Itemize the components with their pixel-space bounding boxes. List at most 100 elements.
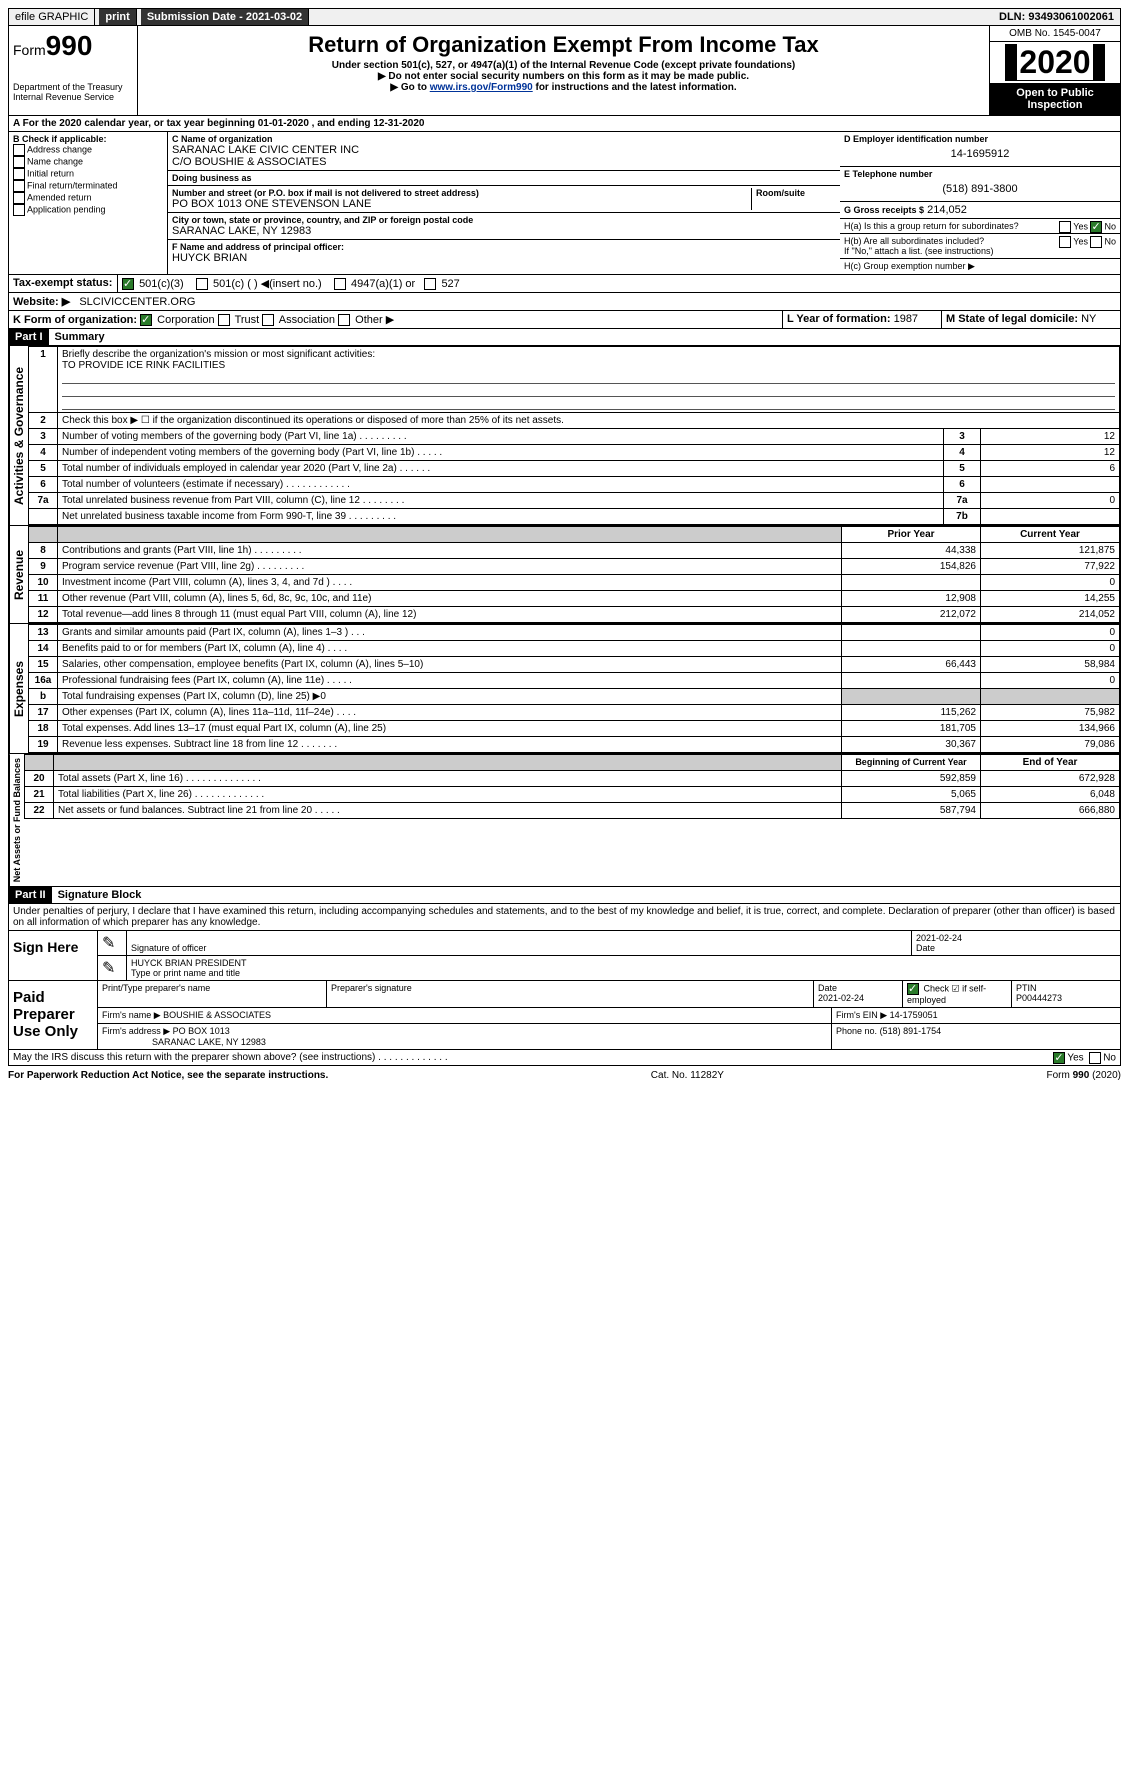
phone-value: (518) 891-3800 [844,179,1116,199]
officer-name: HUYCK BRIAN [172,252,836,264]
hb-label: H(b) Are all subordinates included? [844,236,984,246]
trust-checkbox[interactable] [218,314,230,326]
expenses-vlabel: Expenses [9,624,28,753]
sign-here-block: Sign Here ✎ Signature of officer 2021-02… [8,931,1121,981]
form-number-block: Form990 Department of the Treasury Inter… [9,26,138,115]
right-info-column: D Employer identification number 14-1695… [840,132,1120,274]
header-title-block: Return of Organization Exempt From Incom… [138,26,989,115]
m-label: M State of legal domicile: [946,313,1078,325]
paid-preparer-block: Paid Preparer Use Only Print/Type prepar… [8,981,1121,1050]
submission-date-label: Submission Date - 2021-03-02 [141,9,309,25]
note2-pre: ▶ Go to [390,82,429,93]
gross-value: 214,052 [927,204,967,216]
part1-header: Part I [9,329,49,345]
corp-checkbox[interactable] [140,314,152,326]
527-checkbox[interactable] [424,278,436,290]
e-label: E Telephone number [844,169,1116,179]
amended-checkbox[interactable] [13,192,25,204]
city-label: City or town, state or province, country… [172,215,836,225]
header-right-block: OMB No. 1545-0047 2020 Open to Public In… [989,26,1120,115]
form-org-row: K Form of organization: Corporation Trus… [8,311,1121,329]
governance-vlabel: Activities & Governance [9,346,28,525]
part2-title: Signature Block [52,887,148,903]
perjury-statement: Under penalties of perjury, I declare th… [8,904,1121,931]
address-change-checkbox[interactable] [13,144,25,156]
c-label: C Name of organization [172,134,836,144]
final-return-checkbox[interactable] [13,180,25,192]
pen-icon: ✎ [102,935,115,952]
footer-mid: Cat. No. 11282Y [651,1070,724,1081]
tax-period: A For the 2020 calendar year, or tax yea… [8,116,1121,132]
note2-post: for instructions and the latest informat… [533,82,737,93]
irs-label: Internal Revenue Service [13,92,133,102]
application-pending-checkbox[interactable] [13,204,25,216]
print-button[interactable]: print [99,9,136,25]
hc-label: H(c) Group exemption number ▶ [840,259,1120,274]
d-label: D Employer identification number [844,134,1116,144]
501c3-checkbox[interactable] [122,278,134,290]
name-change-checkbox[interactable] [13,156,25,168]
expenses-table: 13Grants and similar amounts paid (Part … [28,624,1120,753]
hb-no-checkbox[interactable] [1090,236,1102,248]
discuss-yes-checkbox[interactable] [1053,1052,1065,1064]
discuss-row: May the IRS discuss this return with the… [8,1050,1121,1066]
f-label: F Name and address of principal officer: [172,242,836,252]
open-to-public-label: Open to Public Inspection [990,83,1120,115]
ha-yes-checkbox[interactable] [1059,221,1071,233]
revenue-block: Revenue Prior YearCurrent Year 8Contribu… [8,526,1121,624]
website-row: Website: ▶ SLCIVICCENTER.ORG [8,293,1121,311]
care-of: C/O BOUSHIE & ASSOCIATES [172,156,836,168]
dept-label: Department of the Treasury [13,82,133,92]
part2-header: Part II [9,887,52,903]
tax-year: 2020 [1005,44,1104,81]
dln-label: DLN: 93493061002061 [993,9,1120,25]
net-vlabel: Net Assets or Fund Balances [9,754,24,886]
net-assets-table: Beginning of Current YearEnd of Year 20T… [24,754,1120,819]
tax-status-row: Tax-exempt status: 501(c)(3) 501(c) ( ) … [8,275,1121,293]
discuss-no-checkbox[interactable] [1089,1052,1101,1064]
form-header: Form990 Department of the Treasury Inter… [8,26,1121,116]
mission-text: TO PROVIDE ICE RINK FACILITIES [62,360,225,371]
g-label: G Gross receipts $ [844,205,924,215]
ha-no-checkbox[interactable] [1090,221,1102,233]
sign-here-label: Sign Here [9,931,98,980]
self-employed-checkbox[interactable] [907,983,919,995]
form-prefix: Form [13,42,46,58]
other-checkbox[interactable] [338,314,350,326]
part2-header-row: Part II Signature Block [8,887,1121,904]
pen-icon-2: ✎ [102,960,115,977]
form-note-1: ▶ Do not enter social security numbers o… [142,71,985,82]
hb-yes-checkbox[interactable] [1059,236,1071,248]
section-b-title: B Check if applicable: [13,134,163,144]
assoc-checkbox[interactable] [262,314,274,326]
org-name: SARANAC LAKE CIVIC CENTER INC [172,144,836,156]
form-subtitle: Under section 501(c), 527, or 4947(a)(1)… [142,60,985,71]
section-b-checkboxes: B Check if applicable: Address change Na… [9,132,168,274]
footer-right: Form 990 (2020) [1047,1070,1121,1081]
i-label: Tax-exempt status: [13,277,112,289]
expenses-block: Expenses 13Grants and similar amounts pa… [8,624,1121,754]
4947-checkbox[interactable] [334,278,346,290]
ha-label: H(a) Is this a group return for subordin… [844,221,1019,231]
addr-label: Number and street (or P.O. box if mail i… [172,188,751,198]
501c-checkbox[interactable] [196,278,208,290]
q1-label: Briefly describe the organization's miss… [62,349,375,360]
efile-label: efile GRAPHIC [9,9,95,25]
form-990-number: 990 [46,30,93,61]
top-toolbar: efile GRAPHIC print Submission Date - 20… [8,8,1121,26]
initial-return-checkbox[interactable] [13,168,25,180]
l-label: L Year of formation: [787,313,891,325]
org-info-block: B Check if applicable: Address change Na… [8,132,1121,275]
part1-title: Summary [49,329,111,345]
j-label: Website: ▶ [13,296,70,308]
revenue-vlabel: Revenue [9,526,28,623]
k-label: K Form of organization: [13,314,137,326]
instructions-link[interactable]: www.irs.gov/Form990 [430,82,533,93]
page-footer: For Paperwork Reduction Act Notice, see … [8,1066,1121,1081]
footer-left: For Paperwork Reduction Act Notice, see … [8,1070,328,1081]
room-label: Room/suite [756,188,836,198]
omb-number: OMB No. 1545-0047 [990,26,1120,42]
paid-preparer-label: Paid Preparer Use Only [9,981,98,1049]
org-city: SARANAC LAKE, NY 12983 [172,225,836,237]
governance-table: 1 Briefly describe the organization's mi… [28,346,1120,525]
